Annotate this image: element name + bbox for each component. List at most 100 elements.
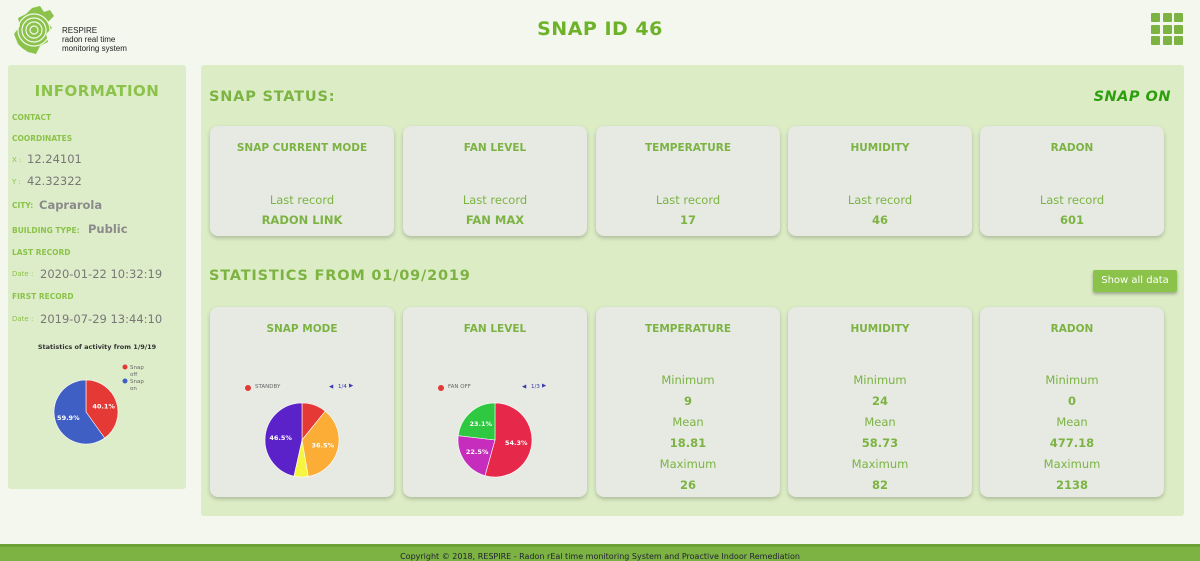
maximum-value: 2138 — [1055, 478, 1088, 492]
fan-level-legend: FAN OFF ◀ 1/3 ▶ — [403, 383, 587, 395]
card-title: FAN LEVEL — [463, 142, 527, 154]
status-card-radon: RADON Last record 601 — [980, 126, 1164, 236]
city-label: CITY: — [12, 201, 34, 210]
card-title: HUMIDITY — [850, 142, 910, 154]
card-title: SNAP CURRENT MODE — [236, 142, 368, 154]
pie-slice[interactable] — [484, 402, 533, 478]
minimum-label: Minimum — [661, 373, 715, 387]
maximum-label: Maximum — [659, 457, 717, 471]
grid-menu-icon[interactable] — [1151, 13, 1183, 45]
first-record-label: FIRST RECORD — [12, 292, 74, 301]
header: RESPIRE radon real time monitoring syste… — [0, 0, 1200, 60]
x-label: X : — [12, 156, 22, 164]
footer: Copyright © 2018, RESPIRE - Radon rEal t… — [0, 544, 1200, 561]
legend-next-icon[interactable]: ▶ — [542, 383, 547, 389]
coordinates-label: COORDINATES — [12, 134, 73, 143]
legend-label: Snap — [130, 365, 144, 371]
snap-state-badge: SNAP ON — [1093, 89, 1171, 105]
legend-color-dot — [245, 385, 251, 391]
mean-value: 18.81 — [669, 436, 707, 450]
legend-label: STANDBY — [255, 384, 281, 390]
maximum-value: 26 — [679, 478, 696, 492]
card-title: FAN LEVEL — [463, 323, 527, 335]
legend-next-icon[interactable]: ▶ — [349, 383, 354, 389]
card-title: TEMPERATURE — [645, 142, 731, 154]
pie-slice[interactable] — [457, 402, 496, 441]
maximum-value: 82 — [871, 478, 888, 492]
show-all-data-button[interactable]: Show all data — [1093, 270, 1177, 292]
maximum-label: Maximum — [1043, 457, 1101, 471]
mean-label: Mean — [864, 415, 896, 429]
legend-label: off — [130, 372, 137, 378]
legend-color-dot — [122, 364, 128, 370]
page-title: SNAP ID 46 — [537, 18, 663, 40]
card-value: RADON LINK — [261, 213, 343, 227]
contact-label: CONTACT — [12, 113, 52, 122]
pie-slice[interactable] — [264, 402, 303, 477]
pie-slice[interactable] — [53, 379, 106, 445]
legend-page: 1/4 — [338, 384, 347, 390]
first-date-value: 2019-07-29 13:44:10 — [40, 312, 163, 326]
logo-text: RESPIRE radon real time monitoring syste… — [62, 26, 127, 53]
fan-level-pie-chart: 54.3% 22.5% 23.1% — [457, 402, 533, 478]
status-card-temperature: TEMPERATURE Last record 17 — [596, 126, 780, 236]
logo-line: monitoring system — [62, 44, 127, 53]
snap-mode-pie-chart: 36.5% 46.5% — [264, 402, 340, 478]
legend-prev-icon[interactable]: ◀ — [329, 384, 334, 390]
mean-value: 477.18 — [1049, 436, 1095, 450]
legend-page: 1/3 — [531, 384, 540, 390]
card-record-label: Last record — [847, 193, 913, 207]
card-value: 601 — [1059, 213, 1084, 227]
snap-status-title: SNAP STATUS: — [209, 89, 336, 105]
y-value: 42.32322 — [27, 174, 82, 188]
maximum-label: Maximum — [851, 457, 909, 471]
card-value: 46 — [871, 213, 888, 227]
city-value: Caprarola — [39, 198, 103, 212]
minimum-label: Minimum — [1045, 373, 1099, 387]
legend-prev-icon[interactable]: ◀ — [522, 384, 527, 390]
pie-slice[interactable] — [457, 435, 496, 476]
legend-label: FAN OFF — [448, 384, 471, 390]
card-record-label: Last record — [1039, 193, 1105, 207]
minimum-label: Minimum — [853, 373, 907, 387]
card-value: FAN MAX — [465, 213, 525, 227]
information-title: INFORMATION — [34, 82, 160, 100]
y-label: Y : — [12, 178, 21, 186]
pie-slice[interactable] — [85, 379, 119, 439]
card-record-label: Last record — [269, 193, 335, 207]
status-card-mode: SNAP CURRENT MODE Last record RADON LINK — [210, 126, 394, 236]
stats-card-temperature: TEMPERATURE Minimum 9 Mean 18.81 Maximum… — [596, 307, 780, 497]
mean-label: Mean — [672, 415, 704, 429]
legend-color-dot — [122, 378, 128, 384]
x-value: 12.24101 — [27, 152, 82, 166]
status-card-fan: FAN LEVEL Last record FAN MAX — [403, 126, 587, 236]
card-record-label: Last record — [462, 193, 528, 207]
respire-logo[interactable] — [10, 4, 60, 56]
card-value: 17 — [679, 213, 696, 227]
statistics-title: STATISTICS FROM 01/09/2019 — [209, 268, 471, 284]
pie-slice[interactable] — [301, 410, 340, 477]
pie-slice-label: 40.1% — [92, 403, 115, 411]
last-record-label: LAST RECORD — [12, 248, 71, 257]
pie-slice-label: 54.3% — [505, 439, 528, 447]
information-panel: INFORMATION CONTACT COORDINATES X : 12.2… — [8, 65, 186, 489]
stats-card-fan-level: FAN LEVEL FAN OFF ◀ 1/3 ▶ 54.3% 22.5% 23.1… — [403, 307, 587, 497]
legend-label: Snap — [130, 379, 144, 385]
pie-slice-label: 59.9% — [57, 414, 80, 422]
status-card-humidity: HUMIDITY Last record 46 — [788, 126, 972, 236]
stats-card-radon: RADON Minimum 0 Mean 477.18 Maximum 2138 — [980, 307, 1164, 497]
legend-label: on — [130, 386, 137, 392]
mean-label: Mean — [1056, 415, 1088, 429]
main-panel: SNAP STATUS: SNAP ON SNAP CURRENT MODE L… — [201, 65, 1184, 516]
pie-slice-label: 36.5% — [311, 442, 334, 450]
building-type-value: Public — [88, 222, 128, 236]
card-title: TEMPERATURE — [645, 323, 731, 335]
activity-chart: Statistics of activity from 1/9/19 40.1%… — [8, 340, 186, 470]
snap-mode-legend: STANDBY ◀ 1/4 ▶ — [210, 383, 394, 395]
minimum-value: 0 — [1067, 394, 1076, 408]
pie-slice-label: 46.5% — [269, 434, 292, 442]
activity-chart-title: Statistics of activity from 1/9/19 — [37, 343, 157, 351]
minimum-value: 24 — [871, 394, 888, 408]
card-title: RADON — [1050, 142, 1094, 154]
stats-card-snap-mode: SNAP MODE STANDBY ◀ 1/4 ▶ 36.5% 46.5% — [210, 307, 394, 497]
